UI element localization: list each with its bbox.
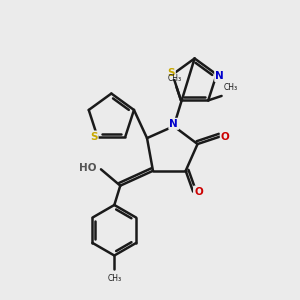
Text: CH₃: CH₃ (107, 274, 122, 283)
Text: O: O (221, 132, 230, 142)
Text: HO: HO (79, 163, 97, 173)
Text: S: S (90, 131, 98, 142)
Text: N: N (169, 119, 178, 129)
Text: CH₃: CH₃ (168, 74, 182, 82)
Text: CH₃: CH₃ (224, 83, 238, 92)
Text: S: S (167, 68, 175, 78)
Text: N: N (215, 71, 224, 81)
Text: O: O (194, 187, 203, 196)
